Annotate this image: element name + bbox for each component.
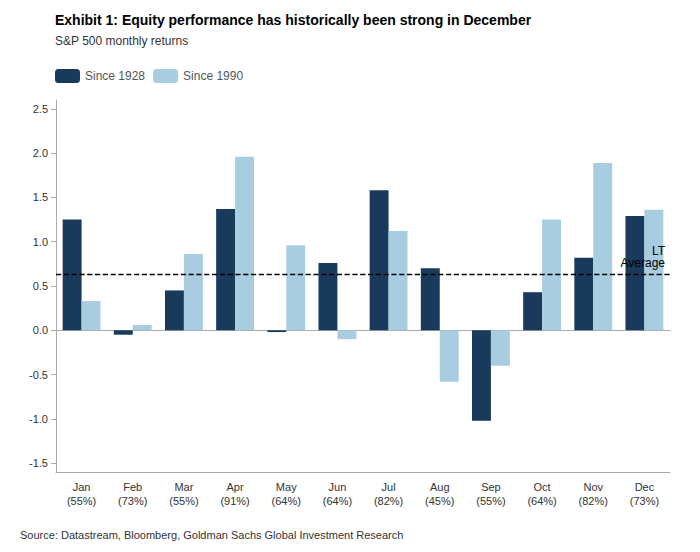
svg-text:(82%): (82%) bbox=[579, 495, 608, 507]
svg-text:(82%): (82%) bbox=[374, 495, 403, 507]
svg-text:1.0: 1.0 bbox=[33, 236, 48, 248]
svg-text:Since 1990: Since 1990 bbox=[183, 69, 243, 83]
svg-text:May: May bbox=[276, 481, 297, 493]
svg-text:Nov: Nov bbox=[583, 481, 603, 493]
svg-text:2.0: 2.0 bbox=[33, 147, 48, 159]
svg-text:(91%): (91%) bbox=[220, 495, 249, 507]
svg-text:Source: Datastream, Bloomberg,: Source: Datastream, Bloomberg, Goldman S… bbox=[20, 529, 403, 541]
svg-text:0.5: 0.5 bbox=[33, 280, 48, 292]
svg-text:Oct: Oct bbox=[534, 481, 551, 493]
svg-text:(55%): (55%) bbox=[169, 495, 198, 507]
svg-text:(45%): (45%) bbox=[425, 495, 454, 507]
svg-text:(55%): (55%) bbox=[67, 495, 96, 507]
svg-text:LT: LT bbox=[651, 244, 665, 259]
svg-text:Since 1928: Since 1928 bbox=[85, 69, 145, 83]
svg-text:Feb: Feb bbox=[123, 481, 142, 493]
svg-text:Average: Average bbox=[621, 256, 666, 270]
svg-text:-1.5: -1.5 bbox=[29, 457, 48, 469]
svg-text:-1.0: -1.0 bbox=[29, 413, 48, 425]
svg-text:(55%): (55%) bbox=[476, 495, 505, 507]
svg-text:(64%): (64%) bbox=[272, 495, 301, 507]
svg-text:Jul: Jul bbox=[382, 481, 396, 493]
svg-text:2.5: 2.5 bbox=[33, 103, 48, 115]
svg-text:S&P 500 monthly returns: S&P 500 monthly returns bbox=[55, 34, 188, 48]
svg-text:Aug: Aug bbox=[430, 481, 450, 493]
svg-text:Jan: Jan bbox=[73, 481, 91, 493]
svg-text:Sep: Sep bbox=[481, 481, 501, 493]
svg-text:-0.5: -0.5 bbox=[29, 369, 48, 381]
svg-text:0.0: 0.0 bbox=[33, 324, 48, 336]
svg-text:Jun: Jun bbox=[329, 481, 347, 493]
svg-text:Exhibit 1: Equity performance: Exhibit 1: Equity performance has histor… bbox=[55, 12, 532, 28]
svg-text:(64%): (64%) bbox=[527, 495, 556, 507]
svg-text:1.5: 1.5 bbox=[33, 191, 48, 203]
svg-text:Dec: Dec bbox=[635, 481, 655, 493]
svg-text:Mar: Mar bbox=[174, 481, 193, 493]
svg-text:(73%): (73%) bbox=[630, 495, 659, 507]
svg-text:(73%): (73%) bbox=[118, 495, 147, 507]
svg-text:(64%): (64%) bbox=[323, 495, 352, 507]
svg-text:Apr: Apr bbox=[227, 481, 244, 493]
